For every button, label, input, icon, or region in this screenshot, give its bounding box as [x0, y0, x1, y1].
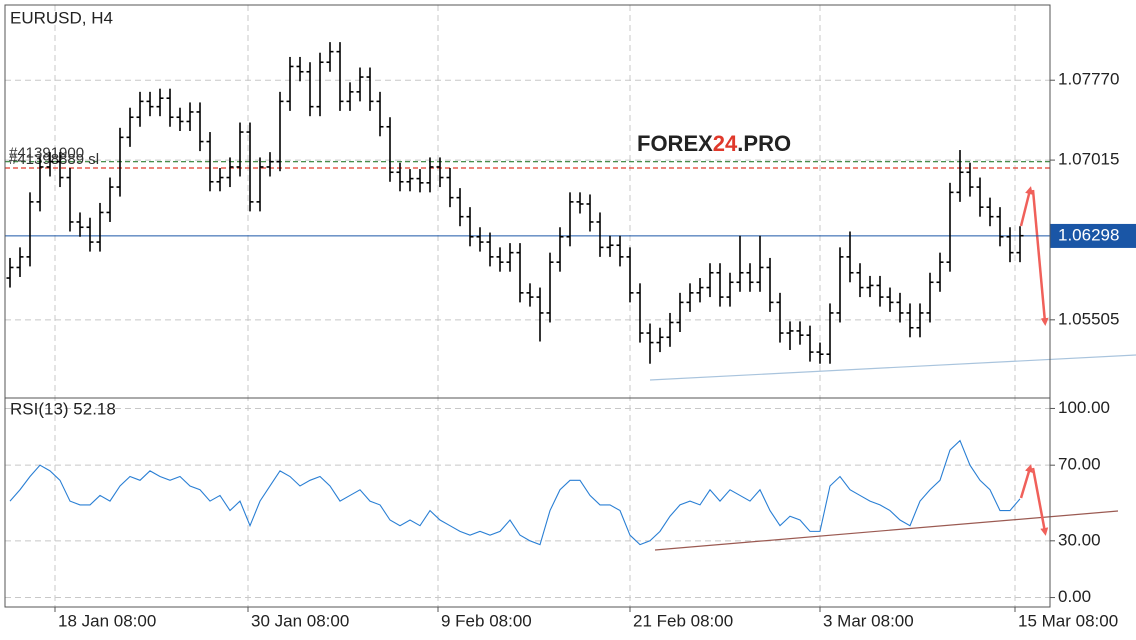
y-tick-label: 70.00 [1058, 455, 1101, 474]
order-label: #41398889 sl [9, 151, 99, 168]
x-tick-label: 30 Jan 08:00 [251, 611, 349, 630]
arrow [1031, 189, 1049, 326]
y-tick-label: 1.07770 [1058, 70, 1119, 89]
x-tick-label: 15 Mar 08:00 [1018, 611, 1118, 630]
rsi-trend-line [654, 510, 1119, 551]
indicator-title: RSI(13) 52.18 [10, 399, 116, 418]
x-tick-label: 18 Jan 08:00 [58, 611, 156, 630]
plot: #41391900#41398889 sl 1.06298 [5, 42, 1136, 546]
trend-line [649, 354, 1136, 381]
annotations [649, 186, 1136, 551]
chart-title: EURUSD, H4 [10, 8, 113, 27]
y-tick-label: 100.00 [1058, 398, 1110, 417]
arrow [1019, 186, 1033, 227]
watermark: FOREX24.PRO [637, 131, 791, 156]
grid: 18 Jan 08:00 30 Jan 08:00 9 Feb 08:00 21 Fe… [5, 5, 1119, 630]
watermark-part: .PRO [737, 131, 791, 156]
y-tick-label: 30.00 [1058, 530, 1101, 549]
watermark-part: FOREX [637, 131, 713, 156]
arrow [1031, 467, 1049, 536]
order-label: #41391900 [9, 145, 84, 162]
current-price-label: 1.06298 [1058, 225, 1119, 244]
frame [4, 4, 1051, 608]
watermark-part: 24 [713, 131, 738, 156]
x-tick-label: 3 Mar 08:00 [823, 611, 914, 630]
rsi-line [9, 439, 1021, 546]
arrow [1019, 464, 1033, 499]
x-tick-label: 9 Feb 08:00 [441, 611, 532, 630]
y-tick-label: 1.05505 [1058, 309, 1119, 328]
y-tick-label: 0.00 [1058, 587, 1091, 606]
x-tick-label: 21 Feb 08:00 [633, 611, 733, 630]
y-tick-label: 1.07015 [1058, 150, 1119, 169]
current-price-box [1050, 223, 1136, 248]
